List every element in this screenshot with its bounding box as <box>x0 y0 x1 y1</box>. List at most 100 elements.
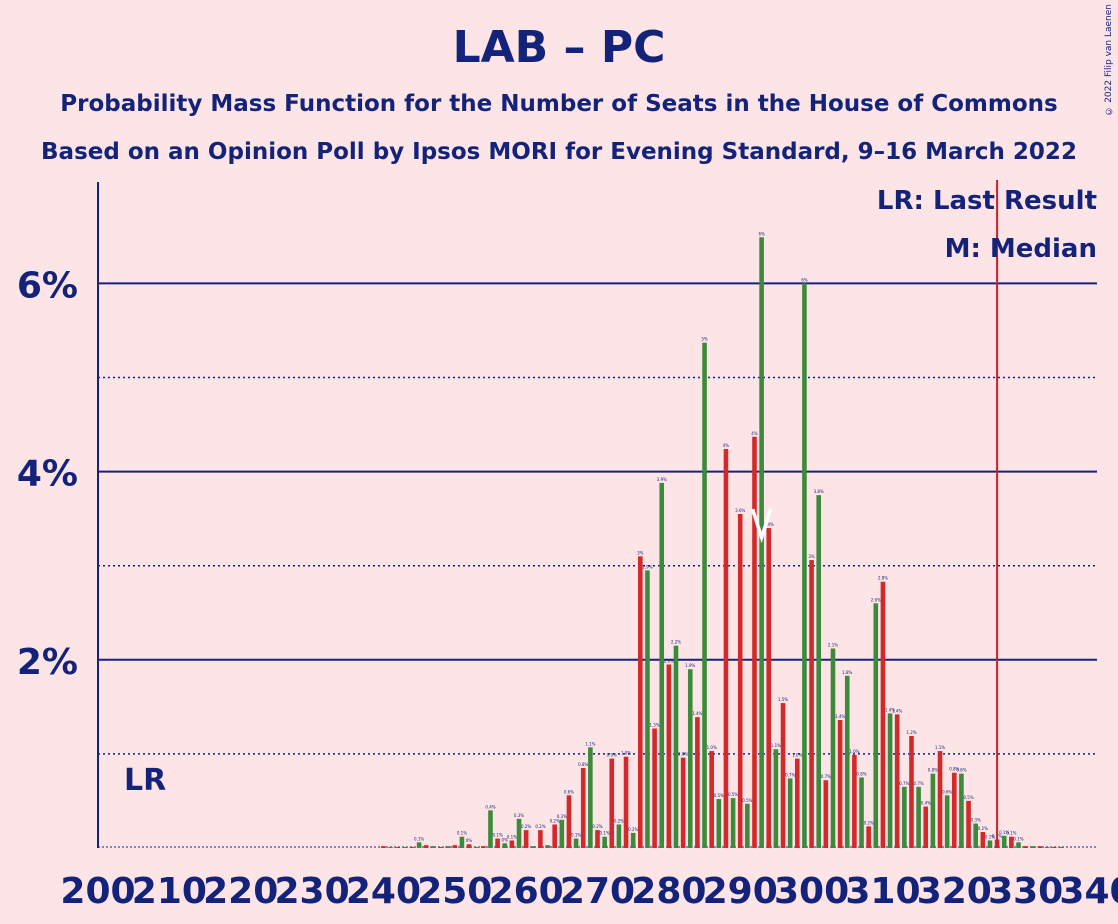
bar-seat-335 <box>1059 847 1064 848</box>
bar-seat-289 <box>730 798 736 848</box>
chart-title: LAB – PC <box>452 22 666 73</box>
bar-seat-330 <box>1023 846 1028 848</box>
bar-value-label: 3% <box>637 550 644 555</box>
bar-seat-265 <box>559 819 565 848</box>
bar-value-label: 0.8% <box>949 767 959 772</box>
bar-value-label: 0.2% <box>614 818 624 823</box>
bar-seat-284 <box>695 717 700 848</box>
bar-seat-257 <box>502 843 508 848</box>
bar-seat-269 <box>588 747 593 848</box>
bar-seat-299 <box>802 283 807 848</box>
y-tick-label: 6% <box>17 265 78 306</box>
bar-value-label: 0.1% <box>600 831 610 836</box>
bar-value-label: 4% <box>751 431 758 436</box>
bar-value-label: 1.0% <box>707 745 717 750</box>
bar-seat-324 <box>980 832 986 848</box>
bar-seat-248 <box>438 847 443 848</box>
chart-subtitle: Probability Mass Function for the Number… <box>60 91 1058 117</box>
bar-value-label: 0.1% <box>493 833 503 838</box>
bar-seat-316 <box>923 806 929 848</box>
bar-seat-297 <box>787 778 793 848</box>
bar-seat-325 <box>987 840 993 848</box>
bar-seat-267 <box>573 838 579 848</box>
bar-seat-329 <box>1016 842 1021 848</box>
bar-value-label: 1.3% <box>649 722 659 727</box>
x-tick-label: 230 <box>274 871 349 912</box>
bar-seat-294 <box>766 528 772 848</box>
bar-seat-256 <box>495 838 500 848</box>
bar-seat-331 <box>1030 846 1036 848</box>
y-tick-label: 2% <box>17 642 78 683</box>
bar-seat-268 <box>580 768 586 848</box>
bar-seat-282 <box>680 757 686 848</box>
bar-seat-285 <box>702 342 707 848</box>
bar-value-label: 2.0% <box>664 659 674 664</box>
bar-value-label: 0.1% <box>1013 836 1023 841</box>
bar-seat-272 <box>609 758 615 848</box>
bar-value-label: 0.2% <box>550 818 560 823</box>
bar-seat-311 <box>887 713 893 848</box>
bar-seat-244 <box>409 847 415 848</box>
bar-value-label: 0.6% <box>564 789 574 794</box>
bar-value-label: 0.5% <box>963 795 973 800</box>
bar-seat-251 <box>459 836 465 848</box>
bar-seat-318 <box>937 751 943 848</box>
bar-seat-247 <box>431 846 436 848</box>
bar-value-label: 5% <box>701 337 708 342</box>
bar-seat-323 <box>973 823 978 848</box>
bar-seat-259 <box>516 818 522 848</box>
x-tick-label: 330 <box>988 871 1063 912</box>
bar-seat-260 <box>523 830 529 848</box>
x-tick-label: 260 <box>489 871 564 912</box>
bar-seat-306 <box>852 754 857 848</box>
bar-value-label: 0.4% <box>485 804 495 809</box>
bar-seat-263 <box>545 845 550 848</box>
bar-value-label: 1.8% <box>842 670 852 675</box>
bar-value-label: 1.9% <box>685 663 695 668</box>
bar-value-label: 3% <box>808 554 815 559</box>
bar-seat-266 <box>566 795 572 848</box>
bar-value-label: 0.9% <box>607 753 617 758</box>
bar-seat-305 <box>844 675 850 848</box>
bar-seat-321 <box>959 773 964 848</box>
bar-value-label: 0.8% <box>956 768 966 773</box>
bar-seat-327 <box>1001 835 1007 848</box>
bar-value-label: 1.1% <box>771 743 781 748</box>
bar-value-label: 0.1% <box>507 834 517 839</box>
bar-seat-303 <box>830 648 836 848</box>
bar-seat-286 <box>709 751 714 848</box>
bar-value-label: 0.1% <box>999 830 1009 835</box>
bar-value-label: 0.7% <box>914 781 924 786</box>
bar-seat-249 <box>445 846 450 848</box>
bar-value-label: 0.6% <box>942 789 952 794</box>
bar-value-label: 0.1% <box>571 833 581 838</box>
x-tick-label: 290 <box>703 871 778 912</box>
x-tick-label: 320 <box>917 871 992 912</box>
bar-value-label: 0.5% <box>728 792 738 797</box>
bar-seat-328 <box>1009 836 1014 848</box>
bar-value-label: 2.2% <box>671 640 681 645</box>
bar-value-label: 0.8% <box>928 768 938 773</box>
x-tick-label: 280 <box>631 871 706 912</box>
legend-last-result: LR: Last Result <box>877 186 1097 216</box>
bar-seat-314 <box>909 736 914 848</box>
bar-seat-313 <box>902 786 907 848</box>
bar-value-label: 4% <box>723 443 730 448</box>
bar-value-label: 0.5% <box>714 793 724 798</box>
bar-seat-307 <box>859 777 864 848</box>
bar-value-label: 1.0% <box>849 749 859 754</box>
bar-seat-261 <box>530 846 536 848</box>
bar-seat-312 <box>894 714 900 848</box>
bar-value-label: 1.2% <box>906 730 916 735</box>
bar-value-label: 1.0% <box>621 751 631 756</box>
bar-seat-270 <box>595 830 600 848</box>
bar-seat-334 <box>1051 847 1057 848</box>
bar-seat-290 <box>737 513 743 848</box>
bar-value-label: 1.1% <box>935 745 945 750</box>
bar-value-label: 0.3% <box>557 814 567 819</box>
bar-value-label: 6% <box>758 231 765 236</box>
bar-value-label: 1.4% <box>892 708 902 713</box>
bar-seat-240 <box>381 846 386 848</box>
bar-seat-253 <box>473 847 479 848</box>
